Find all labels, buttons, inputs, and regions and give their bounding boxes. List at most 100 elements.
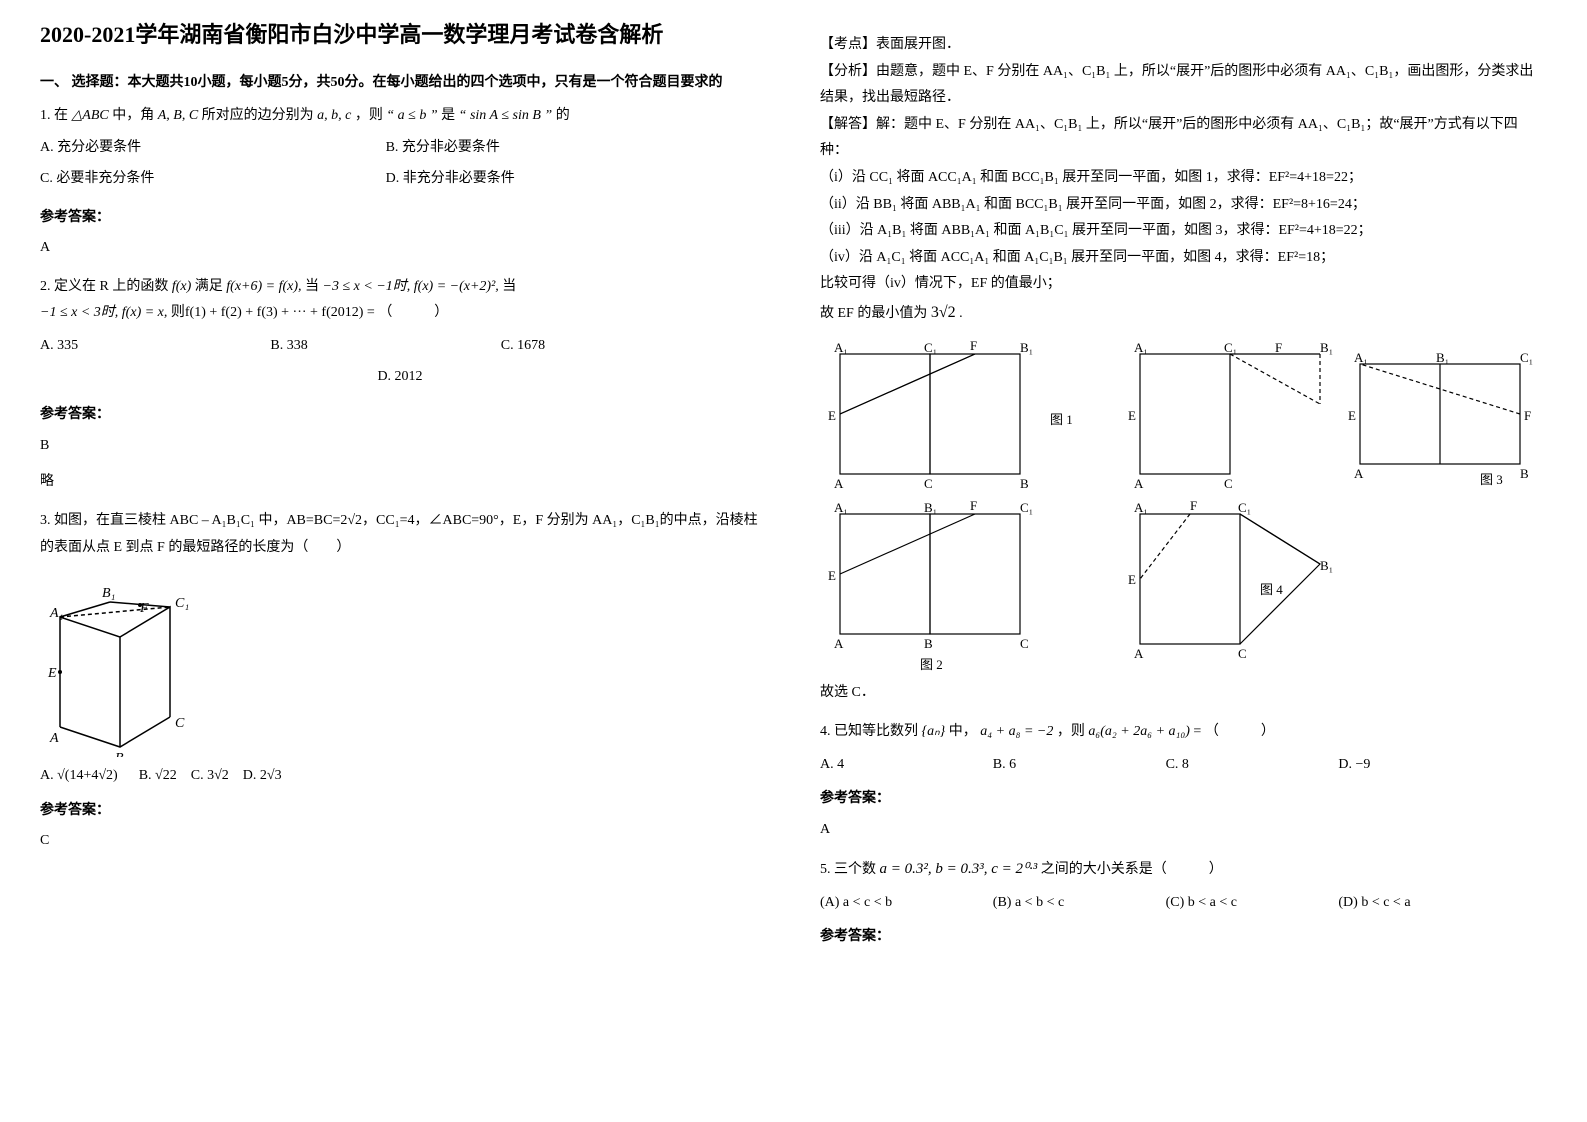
q1-stem: 1. 在 △ABC 中，角 A, B, C 所对应的边分别为 a, b, c ，… — [40, 108, 570, 123]
q2-part: 当 — [502, 279, 516, 294]
f2-F: F — [970, 498, 977, 513]
q2-opt-b: B. 338 — [270, 333, 500, 360]
q2-def1: f(x) = −(x+2)², — [414, 279, 499, 294]
pt-E — [58, 670, 62, 674]
q3-opt-a-pre: A. — [40, 768, 57, 783]
f4-A1: A₁ — [1134, 500, 1148, 515]
q5-opt-c: (C) b < a < c — [1166, 890, 1339, 917]
q1-part: 1. 在 — [40, 108, 68, 123]
fig3 — [1140, 354, 1520, 474]
f3-C-a: C — [1224, 476, 1233, 491]
jieda-label: 【解答】 — [820, 117, 876, 132]
fenxi-label: 【分析】 — [820, 64, 876, 79]
analysis-block: 【考点】表面展开图． 【分析】由题意，题中 E、F 分别在 AA₁、C₁B₁ 上… — [820, 32, 1540, 707]
q1-options: A. 充分必要条件 B. 充分非必要条件 C. 必要非充分条件 D. 非充分非必… — [40, 135, 760, 196]
question-2: 2. 定义在 R 上的函数 f(x) 满足 f(x+6) = f(x), 当 −… — [40, 274, 760, 496]
q4-seq: {aₙ} — [922, 724, 946, 739]
q2-ans: B — [40, 433, 760, 460]
f3-E-b: E — [1348, 408, 1356, 423]
q5-ans-label: 参考答案： — [820, 924, 1540, 951]
f4-F: F — [1190, 498, 1197, 513]
lbl-E: E — [47, 666, 57, 681]
q2-part: 2. 定义在 R 上的函数 — [40, 279, 168, 294]
lbl-B: B — [115, 751, 124, 757]
f2-A1: A₁ — [834, 500, 848, 515]
res-a: 故 EF 的最小值为 — [820, 306, 927, 321]
q5-defs: a = 0.3², b = 0.3³, c = 2⁰·³ — [880, 861, 1038, 877]
f3-A-b: A — [1354, 466, 1364, 481]
result-line: 故 EF 的最小值为 3√2 . — [820, 298, 1540, 328]
q4-opt-c: C. 8 — [1166, 752, 1339, 779]
f3-C1-b: C₁ — [1520, 350, 1533, 365]
f4-E: E — [1128, 572, 1136, 587]
q2-fx: f(x) — [172, 279, 191, 294]
q1-part: 中，角 — [112, 108, 154, 123]
q4-part: 4. 已知等比数列 — [820, 724, 918, 739]
question-4: 4. 已知等比数列 {aₙ} 中， a₄ + a₈ = −2 ，则 a₆(a₂ … — [820, 719, 1540, 843]
res-v: 3√2 — [931, 304, 956, 321]
f2-C: C — [1020, 636, 1029, 651]
q4-ans-label: 参考答案： — [820, 786, 1540, 813]
q2-part: 当 — [305, 279, 319, 294]
jieda-intro: 解：题中 E、F 分别在 AA₁、C₁B₁ 上，所以“展开”后的图形中必须有 A… — [820, 117, 1518, 159]
kaodian: 表面展开图． — [876, 37, 960, 52]
f3-E-a: E — [1128, 408, 1136, 423]
f1-E: E — [828, 408, 836, 423]
f3-B-b: B — [1520, 466, 1529, 481]
q1-opt-d: D. 非充分非必要条件 — [386, 166, 732, 193]
q4-part: ，则 — [1057, 724, 1085, 739]
q4-eq1: a₄ + a₈ = −2 — [980, 724, 1053, 739]
q1-ans: A — [40, 235, 760, 262]
f3-B1-b: B₁ — [1436, 350, 1449, 365]
q2-note: 略 — [40, 469, 760, 496]
f3-F-a: F — [1275, 340, 1282, 355]
f3-A-a: A — [1134, 476, 1144, 491]
q5-part: 5. 三个数 — [820, 862, 876, 877]
q5-opt-b: (B) a < b < c — [993, 890, 1166, 917]
right-column: 【考点】表面展开图． 【分析】由题意，题中 E、F 分别在 AA₁、C₁B₁ 上… — [820, 20, 1540, 963]
q4-options: A. 4 B. 6 C. 8 D. −9 — [820, 752, 1540, 779]
question-3: 3. 如图，在直三棱柱 ABC – A₁B₁C₁ 中，AB=BC=2√2，CC₁… — [40, 508, 760, 855]
q3-ans-label: 参考答案： — [40, 798, 760, 825]
q1-part: ，则 — [355, 108, 383, 123]
f4-B1: B₁ — [1320, 558, 1333, 573]
res-b: . — [959, 306, 963, 321]
f3-A1-b: A₁ — [1354, 350, 1368, 365]
page: 2020-2021学年湖南省衡阳市白沙中学高一数学理月考试卷含解析 一、 选择题… — [40, 20, 1540, 963]
prism-top-a1b1 — [60, 602, 110, 617]
case-3: （iii）沿 A₁B₁ 将面 ABB₁A₁ 和面 A₁B₁C₁ 展开至同一平面，… — [820, 218, 1540, 245]
f2-C1: C₁ — [1020, 500, 1033, 515]
prism-left-face — [60, 617, 120, 747]
q3-opt-b: B. √22 — [139, 768, 177, 783]
lbl-A1: A₁ — [49, 606, 63, 621]
unfold-diagrams: A₁ C₁ B₁ A C B E F 图 1 A₁ B₁ C₁ A B C — [820, 334, 1540, 674]
case-1: （i）沿 CC₁ 将面 ACC₁A₁ 和面 BCC₁B₁ 展开至同一平面，如图 … — [820, 165, 1540, 192]
prism-figure: A₁ B₁ C₁ A B C E F — [40, 567, 210, 757]
f1-F: F — [970, 338, 977, 353]
q1-ans-label: 参考答案： — [40, 205, 760, 232]
q4-part: 中， — [949, 724, 977, 739]
f3-C1-a: C₁ — [1224, 340, 1237, 355]
q1-part: 是 — [441, 108, 455, 123]
question-5: 5. 三个数 a = 0.3², b = 0.3³, c = 2⁰·³ 之间的大… — [820, 855, 1540, 951]
f2-B1: B₁ — [924, 500, 937, 515]
case-4: （iv）沿 A₁C₁ 将面 ACC₁A₁ 和面 A₁C₁B₁ 展开至同一平面，如… — [820, 245, 1540, 272]
q1-opt-a: A. 充分必要条件 — [40, 135, 386, 162]
q1-cond1: “ a ≤ b ” — [386, 108, 437, 123]
left-column: 2020-2021学年湖南省衡阳市白沙中学高一数学理月考试卷含解析 一、 选择题… — [40, 20, 760, 963]
fig4 — [1140, 514, 1320, 644]
f1-A: A — [834, 476, 844, 491]
q4-tail: = （ ） — [1193, 724, 1274, 739]
q2-options: A. 335 B. 338 C. 1678 D. 2012 — [40, 333, 760, 394]
q5-options: (A) a < c < b (B) a < b < c (C) b < a < … — [820, 890, 1540, 917]
q4-opt-a: A. 4 — [820, 752, 993, 779]
lbl-C1: C₁ — [175, 596, 189, 611]
q1-part: 所对应的边分别为 — [202, 108, 314, 123]
f1-B: B — [1020, 476, 1029, 491]
compare: 比较可得（iv）情况下，EF 的值最小； — [820, 271, 1540, 298]
section-1-head: 一、 选择题：本大题共10小题，每小题5分，共50分。在每小题给出的四个选项中，… — [40, 71, 760, 91]
question-1: 1. 在 △ABC 中，角 A, B, C 所对应的边分别为 a, b, c ，… — [40, 103, 760, 262]
q2-stem: 2. 定义在 R 上的函数 f(x) 满足 f(x+6) = f(x), 当 −… — [40, 274, 760, 301]
fenxi: 由题意，题中 E、F 分别在 AA₁、C₁B₁ 上，所以“展开”后的图形中必须有… — [820, 64, 1533, 106]
q1-opt-c: C. 必要非充分条件 — [40, 166, 386, 193]
